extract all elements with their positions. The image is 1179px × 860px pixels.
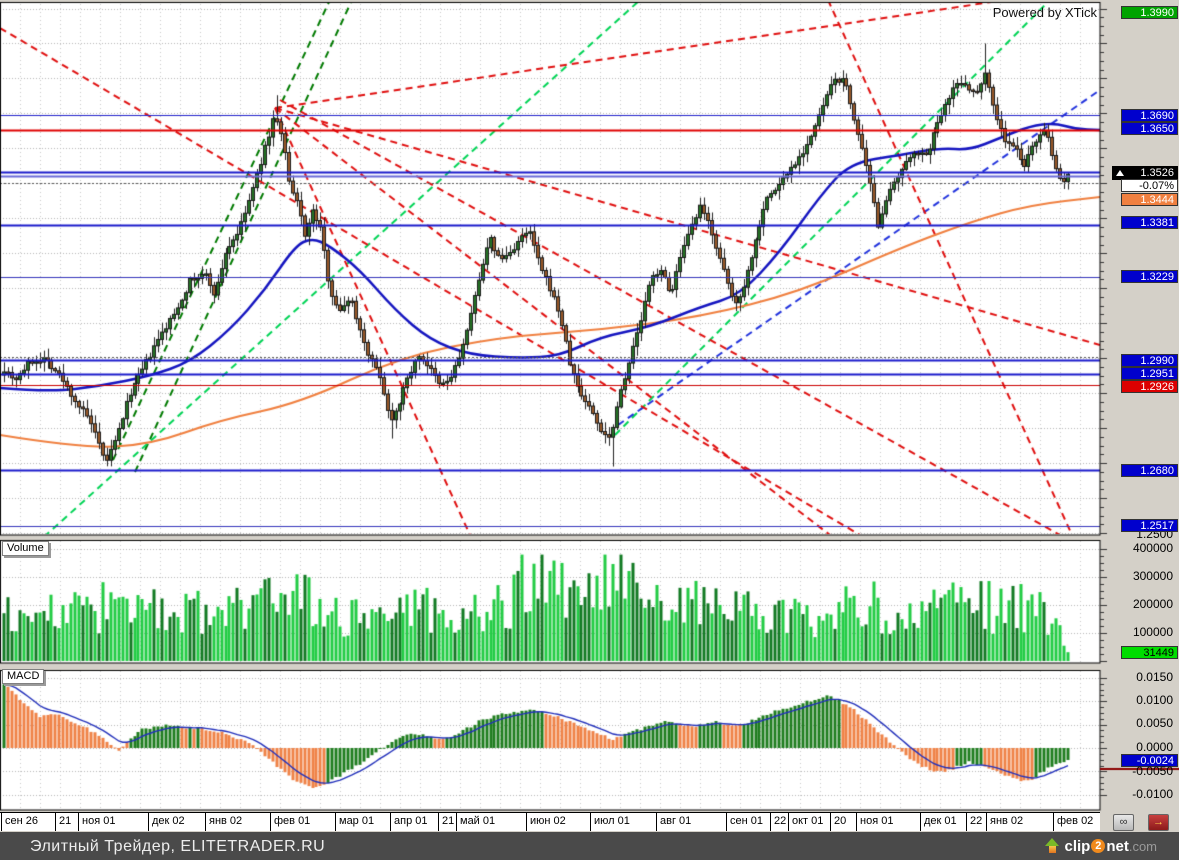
price-level-label: 1.2926	[1121, 380, 1178, 393]
price-level-label: 1.2990	[1121, 354, 1178, 367]
macd-tick-label: 0.0150	[1136, 670, 1173, 684]
clip2net-logo[interactable]: clip 2 net .com	[1045, 837, 1157, 855]
time-axis-label: апр 01	[394, 815, 428, 827]
volume-tick-label: 400000	[1132, 541, 1173, 555]
current-price-value: 1.3526	[1140, 167, 1174, 179]
time-axis-label: авг 01	[660, 815, 692, 827]
time-axis-label: окт 01	[792, 815, 824, 827]
current-macd-label: -0.0024	[1121, 754, 1178, 767]
price-up-arrow-icon	[1116, 170, 1124, 176]
time-axis-tick	[55, 813, 56, 831]
price-level-label: 1.2517	[1121, 519, 1178, 532]
time-axis-label: 20	[834, 815, 847, 827]
time-axis-label: янв 02	[990, 815, 1024, 827]
logo-text-net: net	[1106, 837, 1129, 855]
session-high-label: 1.3990	[1121, 6, 1178, 19]
time-axis-label: мар 01	[339, 815, 375, 827]
time-axis-tick	[966, 813, 967, 831]
time-axis-label: янв 02	[209, 815, 243, 827]
time-axis-label: июл 01	[594, 815, 630, 827]
time-axis-tick	[920, 813, 921, 831]
time-axis-tick	[270, 813, 271, 831]
time-axis-label: 21	[59, 815, 72, 827]
price-level-label: 1.3690	[1121, 109, 1178, 122]
macd-tick-label: -0.0100	[1132, 787, 1173, 801]
time-axis-tick	[726, 813, 727, 831]
price-level-label: 1.2680	[1121, 464, 1178, 477]
macd-tick-label: -0.0050	[1132, 764, 1173, 778]
current-price-label: 1.3526	[1112, 166, 1178, 180]
macd-tick-label: 0.0050	[1136, 716, 1173, 730]
time-axis-label: 22	[970, 815, 983, 827]
time-axis-tick	[78, 813, 79, 831]
time-axis-label: сен 26	[5, 815, 38, 827]
time-axis-label: ноя 01	[860, 815, 894, 827]
time-axis-tick	[1053, 813, 1054, 831]
time-axis-label: сен 01	[730, 815, 763, 827]
current-volume-label: 31449	[1121, 646, 1178, 659]
price-level-label: 1.3381	[1121, 216, 1178, 229]
time-axis-label: 21	[442, 815, 455, 827]
price-level-label: 1.3229	[1121, 270, 1178, 283]
time-axis-tick	[770, 813, 771, 831]
logo-text-com: .com	[1128, 838, 1157, 854]
time-axis-tick	[456, 813, 457, 831]
time-axis[interactable]: сен 26 21 ноя 01 дек 02 янв 02 фев 01 мар 01 ап…	[0, 812, 1100, 831]
time-axis-label: 22	[774, 815, 787, 827]
macd-tick-label: 0.0000	[1136, 740, 1173, 754]
logo-text-two: 2	[1091, 839, 1106, 853]
volume-tick-label: 300000	[1132, 569, 1173, 583]
time-axis-tick	[335, 813, 336, 831]
upload-arrow-icon	[1045, 838, 1060, 854]
time-axis-label: фев 02	[1057, 815, 1094, 827]
time-axis-tick	[856, 813, 857, 831]
logo-text-clip: clip	[1064, 837, 1091, 855]
time-axis-label: дек 02	[152, 815, 185, 827]
macd-tick-label: 0.0100	[1136, 693, 1173, 707]
volume-tick-label: 100000	[1132, 625, 1173, 639]
time-axis-tick	[656, 813, 657, 831]
time-axis-label: май 01	[460, 815, 496, 827]
time-axis-tick	[438, 813, 439, 831]
price-change-label: -0.07%	[1121, 179, 1178, 192]
time-axis-tick	[986, 813, 987, 831]
price-level-label: 1.3650	[1121, 122, 1178, 135]
time-axis-label: фев 01	[274, 815, 311, 827]
ma-value-label: 1.3444	[1121, 193, 1178, 206]
go-arrow-icon[interactable]: →	[1148, 814, 1169, 831]
time-axis-tick	[788, 813, 789, 831]
time-axis-tick	[590, 813, 591, 831]
volume-tick-label: 200000	[1132, 597, 1173, 611]
time-axis-tick	[1, 813, 2, 831]
status-text: Элитный Трейдер, ELITETRADER.RU	[30, 838, 326, 855]
chart-canvas[interactable]	[0, 0, 1179, 832]
time-axis-tick	[526, 813, 527, 831]
macd-panel-label: MACD	[2, 669, 45, 684]
time-axis-tick	[148, 813, 149, 831]
time-axis-tick	[390, 813, 391, 831]
volume-panel-label: Volume	[2, 541, 49, 556]
time-axis-label: дек 01	[924, 815, 957, 827]
powered-by-label: Powered by XTick	[992, 5, 1097, 20]
time-axis-tick	[205, 813, 206, 831]
time-axis-label: июн 02	[530, 815, 566, 827]
price-level-label: 1.2951	[1121, 367, 1178, 380]
time-axis-tick	[830, 813, 831, 831]
status-bar: Элитный Трейдер, ELITETRADER.RU clip 2 n…	[0, 832, 1179, 860]
time-axis-label: ноя 01	[82, 815, 116, 827]
link-icon[interactable]: ∞	[1113, 814, 1134, 831]
